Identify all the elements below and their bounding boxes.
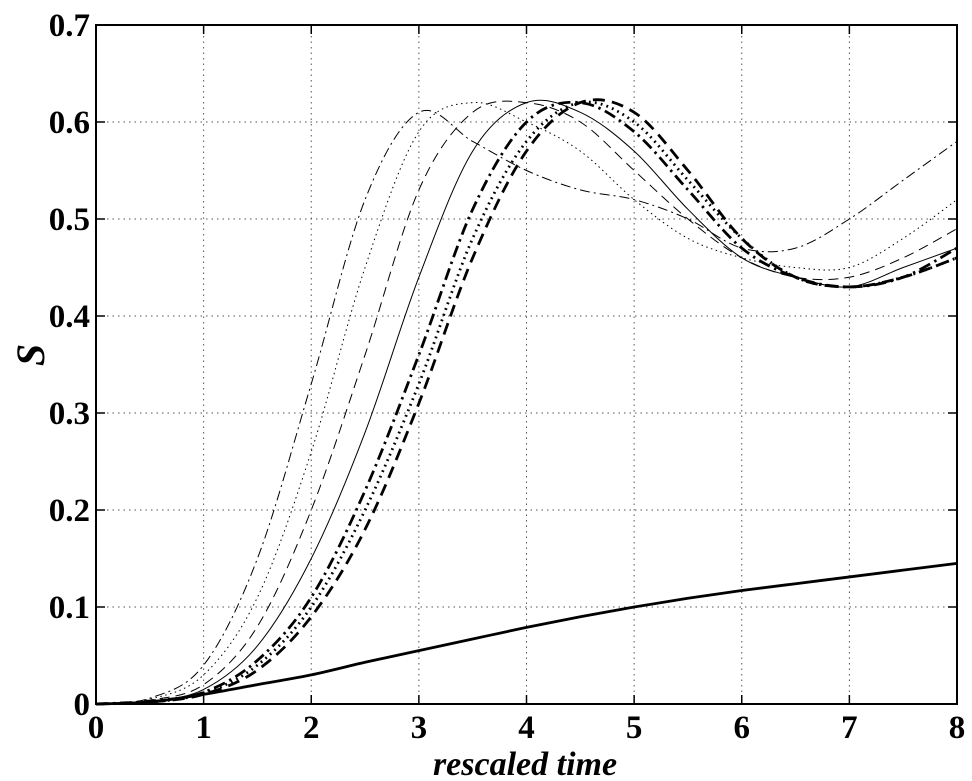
y-tick-label: 0.7	[49, 8, 90, 44]
series-line-8	[95, 561, 958, 706]
y-tick-label: 0.6	[49, 105, 90, 141]
grid	[96, 25, 957, 704]
ticks	[95, 24, 958, 705]
series-line-2	[95, 102, 958, 705]
y-tick-label: 0.4	[49, 299, 90, 335]
y-tick-label: 0	[74, 687, 91, 723]
y-tick-label: 0.3	[49, 396, 90, 432]
x-axis-label: rescaled time	[433, 746, 617, 781]
series-line-7	[95, 98, 958, 706]
x-tick-label: 2	[303, 710, 320, 746]
y-tick-label: 0.5	[49, 202, 90, 238]
plot-frame	[95, 24, 958, 705]
x-tick-label: 5	[626, 710, 643, 746]
x-tick-label: 4	[518, 710, 535, 746]
x-tick-label: 8	[949, 710, 966, 746]
x-tick-label: 1	[195, 710, 212, 746]
series-line-5	[95, 100, 958, 706]
y-tick-label: 0.1	[49, 590, 90, 626]
series-line-1	[95, 109, 958, 705]
x-tick-label: 3	[411, 710, 428, 746]
x-tick-label: 0	[88, 710, 105, 746]
y-tick-label: 0.2	[49, 493, 90, 529]
series-line-6	[95, 100, 958, 706]
y-axis-label: S	[8, 344, 53, 366]
x-tick-label: 6	[734, 710, 751, 746]
x-tick-label: 7	[841, 710, 858, 746]
tick-labels: 0 1 2 3 4 5 6 7 8 0 0.1 0.2 0.3 0.4 0.5 0.6 0.7	[49, 8, 966, 746]
series-layer	[95, 98, 958, 706]
